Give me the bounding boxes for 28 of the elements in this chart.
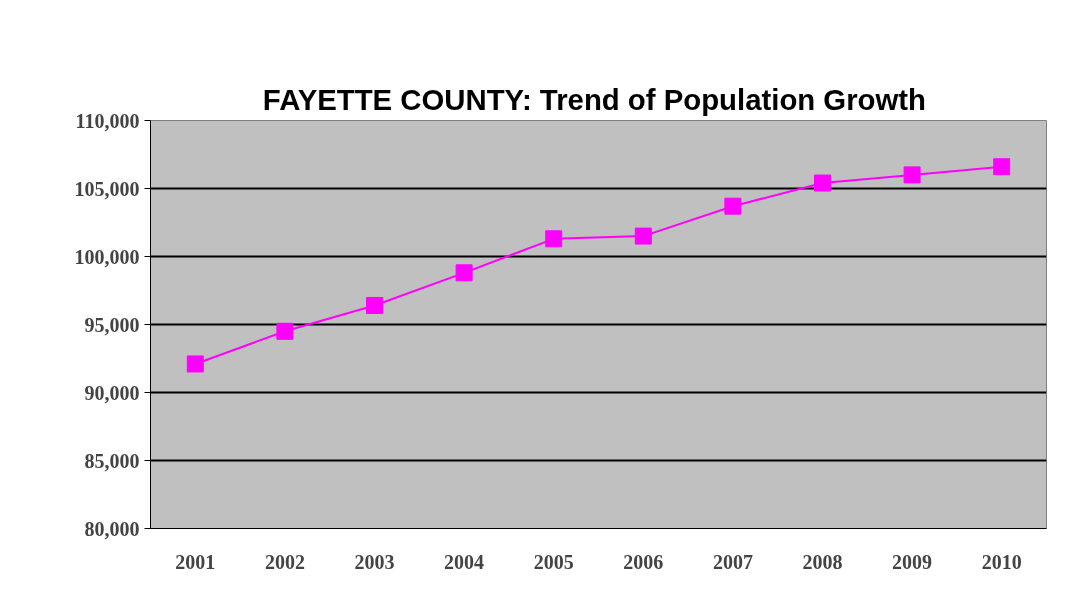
chart-title: FAYETTE COUNTY: Trend of Population Growth [262, 82, 926, 116]
point [276, 322, 294, 340]
y-tick-label: 80,000 [84, 517, 140, 540]
point [814, 174, 831, 192]
point [455, 264, 473, 282]
point [993, 158, 1011, 176]
point [545, 230, 563, 248]
x-tick-label: 2008 [802, 550, 843, 573]
y-tick-label: 105,000 [74, 177, 140, 200]
x-tick-label: 2003 [354, 550, 395, 573]
point [634, 227, 652, 245]
point [186, 355, 204, 373]
y-tick-label: 100,000 [74, 245, 140, 268]
x-tick-label: 2006 [623, 550, 664, 573]
x-tick-label: 2009 [892, 550, 933, 573]
y-tick-label: 85,000 [84, 449, 140, 472]
y-tick-label: 95,000 [84, 313, 140, 336]
x-tick-label: 2007 [712, 550, 753, 573]
x-tick-label: 2005 [533, 550, 574, 573]
x-tick-label: 2001 [175, 550, 216, 573]
point [366, 296, 383, 314]
x-tick-label: 2002 [264, 550, 305, 573]
y-tick-label: 90,000 [84, 381, 140, 404]
point [903, 166, 921, 184]
y-tick-label: 110,000 [75, 109, 140, 132]
x-tick-label: 2004 [444, 550, 485, 573]
x-tick-label: 2010 [981, 550, 1022, 573]
point [724, 197, 742, 215]
